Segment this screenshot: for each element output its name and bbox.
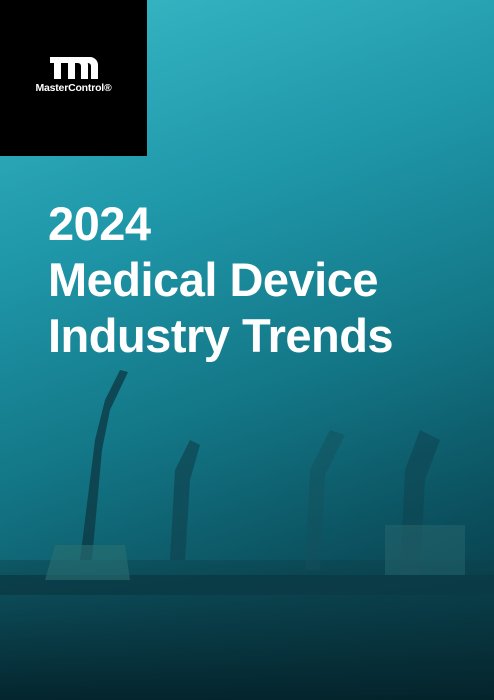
machine — [45, 545, 130, 580]
robot-arm — [400, 430, 440, 575]
logo-name: MasterControl® — [35, 82, 112, 94]
title-line: 2024 — [48, 197, 151, 250]
title-line: Industry Trends — [48, 309, 394, 362]
logo-icon — [50, 57, 98, 79]
robot-arm — [170, 440, 200, 560]
title-line: Medical Device — [48, 253, 379, 306]
title: 2024 Medical Device Industry Trends — [48, 196, 394, 364]
robot-arm — [80, 370, 128, 560]
logo-box: MasterControl® — [0, 0, 147, 156]
machine — [385, 525, 465, 575]
robot-arm — [305, 430, 345, 570]
